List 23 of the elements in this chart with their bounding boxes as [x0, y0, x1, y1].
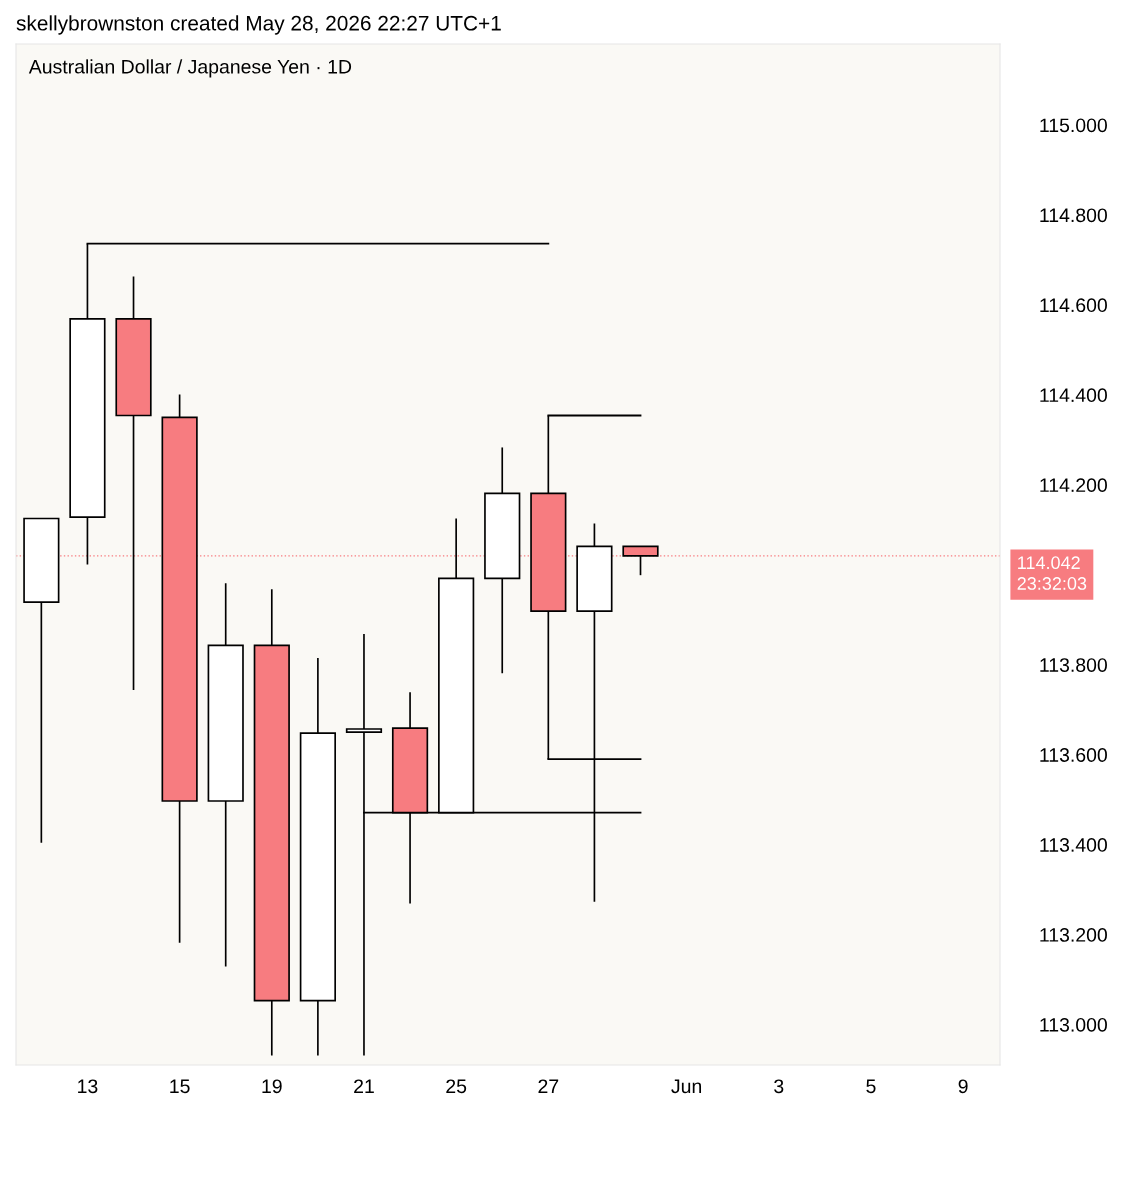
y-tick-label: 114.800 — [1040, 208, 1107, 223]
y-tick-label: 113.200 — [1040, 928, 1107, 942]
y-tick-label: 113.600 — [1040, 748, 1107, 762]
text: skellybrownston created May 28, 2026 22:27 UTC+1 — [16, 15, 501, 35]
x-tick-label: 13 — [78, 1079, 98, 1094]
y-tick-label: 115.000 — [1040, 118, 1107, 133]
ref-line-label: 114.042 23:32:03 — [1017, 556, 1087, 590]
x-tick-label: 5 — [866, 1079, 876, 1094]
x-tick-label: 9 — [958, 1079, 968, 1094]
x-tick-label: Jun — [671, 1079, 702, 1094]
y-tick-label: 113.000 — [1040, 1017, 1107, 1032]
x-tick-label: 27 — [538, 1079, 559, 1093]
y-tick-label: 114.400 — [1040, 388, 1107, 403]
x-tick-label: 25 — [446, 1079, 467, 1094]
y-tick-label: 114.600 — [1040, 298, 1107, 313]
x-tick-label: 15 — [170, 1079, 190, 1094]
text: Australian Dollar / Japanese Yen · 1D — [28, 59, 352, 78]
x-tick-label: 3 — [774, 1079, 784, 1094]
y-tick-label: 114.200 — [1040, 478, 1107, 493]
y-tick-label: 113.400 — [1040, 838, 1107, 852]
x-tick-label: 19 — [262, 1079, 282, 1094]
y-tick-label: 113.800 — [1040, 658, 1107, 672]
x-tick-label: 21 — [354, 1079, 374, 1093]
